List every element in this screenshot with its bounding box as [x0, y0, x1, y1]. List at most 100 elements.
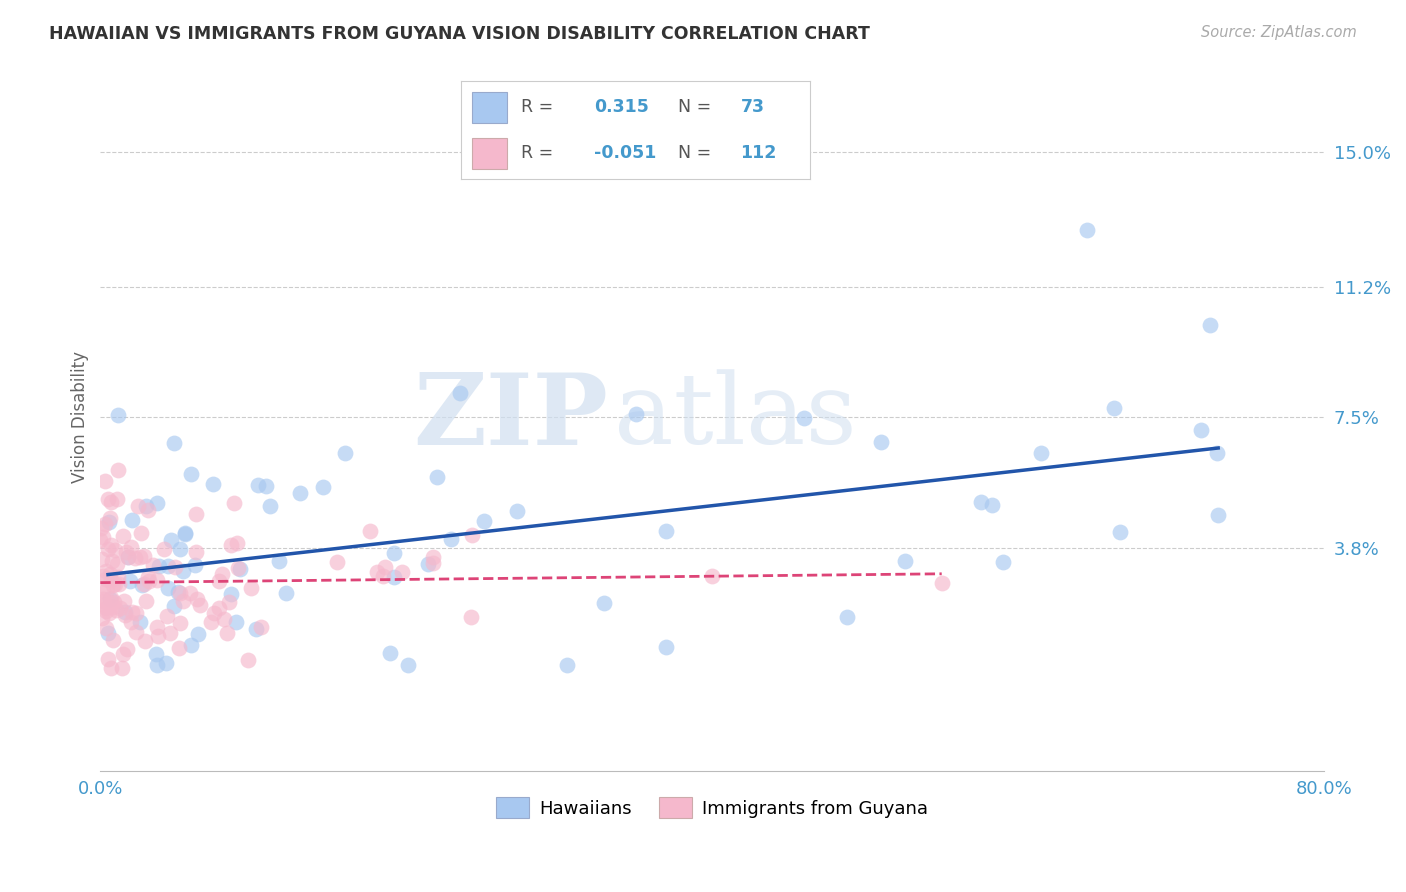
Point — [167, 641, 190, 656]
Point — [111, 661, 134, 675]
Point — [655, 524, 678, 538]
Point — [96, 601, 118, 615]
Point — [426, 470, 449, 484]
Point — [153, 542, 176, 557]
Point — [246, 478, 269, 492]
Point — [160, 533, 183, 547]
Point — [225, 615, 247, 629]
Point — [172, 565, 194, 579]
Text: HAWAIIAN VS IMMIGRANTS FROM GUYANA VISION DISABILITY CORRELATION CHART: HAWAIIAN VS IMMIGRANTS FROM GUYANA VISIO… — [49, 25, 870, 43]
Point — [557, 657, 579, 672]
Point — [115, 545, 138, 559]
Point — [970, 494, 993, 508]
Point — [931, 576, 953, 591]
Point — [174, 527, 197, 541]
Point — [100, 494, 122, 508]
Point — [90, 611, 112, 625]
Point — [90, 521, 112, 535]
Point — [274, 586, 297, 600]
Point — [127, 500, 149, 514]
Point — [211, 566, 233, 581]
Point — [219, 538, 242, 552]
Point — [188, 598, 211, 612]
Point — [184, 558, 207, 572]
Point — [105, 603, 128, 617]
Point — [186, 591, 208, 606]
Text: atlas: atlas — [614, 369, 858, 466]
Point — [156, 609, 179, 624]
Point — [129, 526, 152, 541]
Point — [201, 476, 224, 491]
Point — [187, 627, 209, 641]
Point — [422, 549, 444, 564]
Point — [1076, 223, 1098, 237]
Point — [186, 507, 208, 521]
Point — [97, 542, 120, 557]
Point — [180, 638, 202, 652]
Point — [132, 549, 155, 563]
Point — [101, 632, 124, 647]
Text: Source: ZipAtlas.com: Source: ZipAtlas.com — [1201, 25, 1357, 40]
Point — [94, 564, 117, 578]
Point — [371, 569, 394, 583]
Point — [222, 496, 245, 510]
Point — [159, 626, 181, 640]
Point — [146, 620, 169, 634]
Point — [1109, 524, 1132, 539]
Point — [138, 574, 160, 588]
Point — [1104, 401, 1126, 415]
Point — [472, 514, 495, 528]
Point — [180, 467, 202, 482]
Point — [382, 570, 405, 584]
Point — [184, 545, 207, 559]
Point — [131, 578, 153, 592]
Point — [894, 554, 917, 568]
Point — [94, 621, 117, 635]
Point — [117, 549, 139, 564]
Point — [163, 435, 186, 450]
Point — [135, 594, 157, 608]
Point — [110, 601, 132, 615]
Point — [93, 517, 115, 532]
Point — [136, 503, 159, 517]
Point — [117, 549, 139, 564]
Point — [1206, 508, 1229, 523]
Point — [288, 486, 311, 500]
Point — [440, 532, 463, 546]
Point — [226, 561, 249, 575]
Point — [391, 566, 413, 580]
Point — [593, 596, 616, 610]
Point — [991, 555, 1014, 569]
Point — [157, 558, 180, 573]
Point — [1206, 446, 1229, 460]
Point — [981, 498, 1004, 512]
Point — [366, 565, 388, 579]
Point — [107, 569, 129, 583]
Point — [169, 616, 191, 631]
Point — [100, 538, 122, 552]
Point — [221, 587, 243, 601]
Point — [179, 586, 201, 600]
Point — [172, 594, 194, 608]
Point — [112, 528, 135, 542]
Point — [112, 647, 135, 661]
Point — [91, 583, 114, 598]
Point — [142, 558, 165, 572]
Point — [145, 648, 167, 662]
Point — [94, 604, 117, 618]
Point — [156, 581, 179, 595]
Point — [97, 626, 120, 640]
Point — [245, 622, 267, 636]
Point — [89, 533, 111, 548]
Point — [128, 549, 150, 564]
Point — [225, 536, 247, 550]
Point — [169, 585, 191, 599]
Point — [134, 633, 156, 648]
Point — [215, 626, 238, 640]
Point — [212, 612, 235, 626]
Point — [121, 513, 143, 527]
Point — [107, 463, 129, 477]
Point — [98, 567, 121, 582]
Point — [146, 657, 169, 672]
Point — [505, 504, 527, 518]
